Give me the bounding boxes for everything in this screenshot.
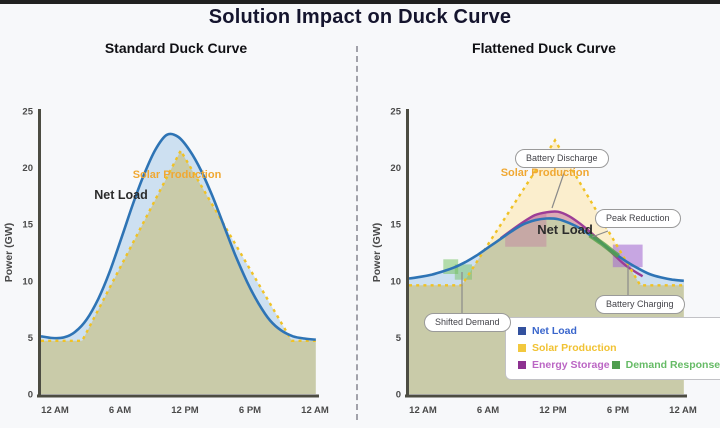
svg-text:Net Load: Net Load — [94, 188, 147, 202]
legend-label-net-load: Net Load — [532, 325, 577, 337]
callout-peak-reduction: Peak Reduction — [595, 209, 681, 228]
svg-text:6 PM: 6 PM — [607, 405, 629, 416]
solar-production-swatch — [518, 344, 526, 352]
legend-item-demand-response: Demand Response — [611, 359, 720, 371]
standard-duck-curve-panel: Standard Duck Curve Solar Production Net … — [0, 36, 352, 426]
energy-storage-swatch — [518, 361, 526, 369]
svg-text:0: 0 — [396, 390, 401, 401]
svg-text:10: 10 — [22, 276, 33, 287]
chart-legend: Net Load Solar Production Energy Storage… — [505, 317, 720, 380]
svg-text:12 AM: 12 AM — [409, 405, 437, 416]
svg-text:12 AM: 12 AM — [41, 405, 69, 416]
callout-battery-discharge: Battery Discharge — [515, 149, 609, 168]
legend-label-energy-storage: Energy Storage — [532, 359, 610, 371]
svg-text:6 AM: 6 AM — [477, 405, 499, 416]
demand-response-swatch — [611, 361, 620, 369]
panel-divider — [356, 46, 358, 420]
legend-item-net-load: Net Load — [518, 325, 720, 337]
svg-text:12 AM: 12 AM — [301, 405, 329, 416]
svg-text:0: 0 — [28, 390, 33, 401]
page-title: Solution Impact on Duck Curve — [208, 6, 512, 28]
svg-text:Power (GW): Power (GW) — [371, 223, 383, 283]
net-load-swatch — [518, 327, 526, 335]
svg-text:12 PM: 12 PM — [539, 405, 567, 416]
legend-item-solar-production: Solar Production — [518, 342, 720, 354]
svg-text:25: 25 — [22, 107, 33, 118]
svg-text:5: 5 — [396, 333, 402, 344]
svg-text:20: 20 — [390, 163, 401, 174]
legend-item-energy-storage: Energy Storage — [518, 359, 610, 371]
svg-text:6 AM: 6 AM — [109, 405, 131, 416]
flattened-duck-curve-panel: Flattened Duck Curve Solar Production Net… — [368, 36, 720, 426]
legend-label-solar-production: Solar Production — [532, 342, 617, 354]
svg-text:12 PM: 12 PM — [171, 405, 199, 416]
chart-subtitle-standard: Standard Duck Curve — [104, 40, 248, 56]
window-top-border — [0, 0, 720, 4]
callout-battery-charging: Battery Charging — [595, 295, 685, 314]
svg-text:Net Load: Net Load — [537, 222, 593, 237]
svg-text:15: 15 — [22, 220, 33, 231]
callout-shifted-demand: Shifted Demand — [424, 313, 511, 332]
svg-text:12 AM: 12 AM — [669, 405, 697, 416]
svg-text:10: 10 — [390, 276, 401, 287]
svg-text:25: 25 — [390, 107, 401, 118]
svg-text:6 PM: 6 PM — [239, 405, 261, 416]
chart-subtitle-flattened: Flattened Duck Curve — [472, 40, 616, 56]
legend-label-demand-response: Demand Response — [625, 359, 720, 371]
svg-text:Solar Production: Solar Production — [501, 167, 590, 179]
standard-duck-curve-chart: Solar Production Net Load 0 5 10 15 20 25 12 AM 6… — [3, 107, 329, 417]
svg-text:15: 15 — [390, 220, 401, 231]
svg-text:Power (GW): Power (GW) — [3, 223, 15, 283]
svg-text:5: 5 — [28, 333, 34, 344]
svg-text:Solar Production: Solar Production — [133, 169, 222, 181]
svg-text:20: 20 — [22, 163, 33, 174]
